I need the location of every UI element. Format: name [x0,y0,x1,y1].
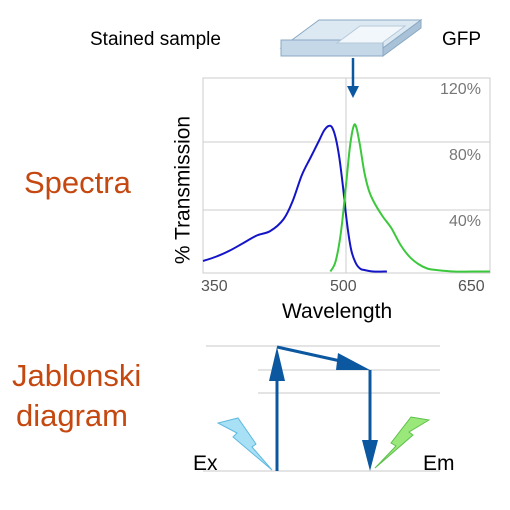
y-tick-label: 120% [440,81,481,98]
x-axis-label: Wavelength [282,300,393,323]
stained-sample-label: Stained sample [90,29,221,50]
emission-spectrum-line [329,123,490,273]
jablonski-title-line2: diagram [16,398,128,433]
excitation-spectrum-line [202,124,387,273]
y-tick-label: 80% [449,147,482,164]
sample-down-arrow [347,58,359,98]
x-tick-label: 350 [201,278,228,295]
y-tick-label: 40% [449,213,482,230]
series-layer [202,123,490,273]
gfp-label: GFP [442,29,482,50]
x-tick-label: 500 [330,278,357,295]
spectra-title: Spectra [24,165,131,200]
jablonski-title-line1: Jablonski [12,358,142,393]
vibrational-relaxation-arrow [276,345,370,370]
stained-sample-slide-icon [279,19,423,57]
excitation-label: Ex [193,452,218,475]
x-tick-label: 650 [458,278,485,295]
spectra-chart [202,77,491,274]
excitation-bolt-icon [216,417,273,471]
emission-arrow [362,370,378,471]
emission-label: Em [423,452,455,475]
jablonski-diagram [203,345,440,472]
emission-bolt-icon [374,416,431,469]
y-axis-label: % Transmission [171,115,195,265]
absorption-arrow [269,347,285,471]
